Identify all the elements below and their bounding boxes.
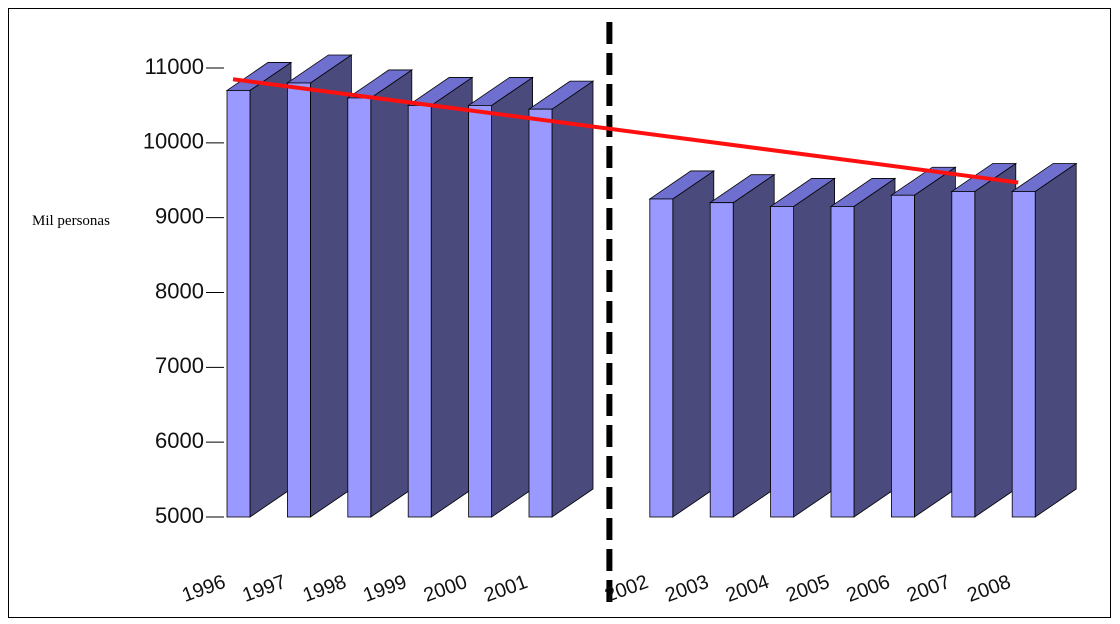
bar-side (309, 54, 352, 518)
bar-side (430, 76, 473, 518)
bar-side (732, 173, 775, 518)
x-tick-label: 1999 (360, 571, 409, 607)
y-tick-label: 10000 (143, 129, 204, 154)
x-tick-label: 2008 (964, 571, 1013, 607)
trend-line (232, 77, 1019, 185)
x-tick-label: 2001 (481, 571, 530, 607)
y-tick-label: 11000 (144, 54, 204, 79)
bar (226, 90, 251, 518)
x-tick-label: 1997 (240, 571, 289, 607)
bar (1011, 191, 1036, 518)
x-tick-label: 1996 (179, 571, 228, 607)
x-tick-label: 2007 (904, 571, 953, 607)
x-tick-label: 2006 (844, 571, 893, 607)
bar-side (491, 76, 533, 518)
x-tick-label: 1998 (300, 571, 349, 607)
bar-side (974, 162, 1017, 518)
bar (407, 105, 432, 518)
bar-side (853, 177, 896, 518)
bar (951, 191, 976, 518)
bar (830, 206, 855, 518)
bar-side (793, 177, 835, 518)
bar-side (370, 69, 413, 518)
bar-side (672, 170, 715, 518)
bar (649, 198, 674, 518)
bar (528, 108, 553, 518)
bar (891, 194, 915, 518)
y-tick-label: 6000 (155, 428, 204, 453)
x-tick-label: 2004 (723, 571, 772, 607)
x-tick-label: 2000 (421, 571, 470, 607)
bar-side (1034, 162, 1077, 518)
bar-side (551, 80, 594, 518)
y-tick-label: 9000 (155, 203, 204, 228)
y-axis-label: Mil personas (32, 213, 110, 229)
bar (770, 206, 794, 518)
bar (347, 97, 372, 518)
y-tick-label: 5000 (155, 503, 204, 528)
bar-side (249, 61, 292, 518)
x-tick-label: 2005 (783, 571, 832, 607)
bar (709, 202, 734, 518)
chart-frame (8, 8, 1111, 618)
bar (286, 82, 311, 518)
bar-side (914, 166, 956, 518)
x-tick-label: 2003 (662, 571, 711, 607)
x-tick-label: 2002 (602, 571, 651, 607)
y-tick-label: 8000 (155, 278, 204, 303)
bar (468, 105, 493, 518)
y-tick-label: 7000 (155, 353, 204, 378)
